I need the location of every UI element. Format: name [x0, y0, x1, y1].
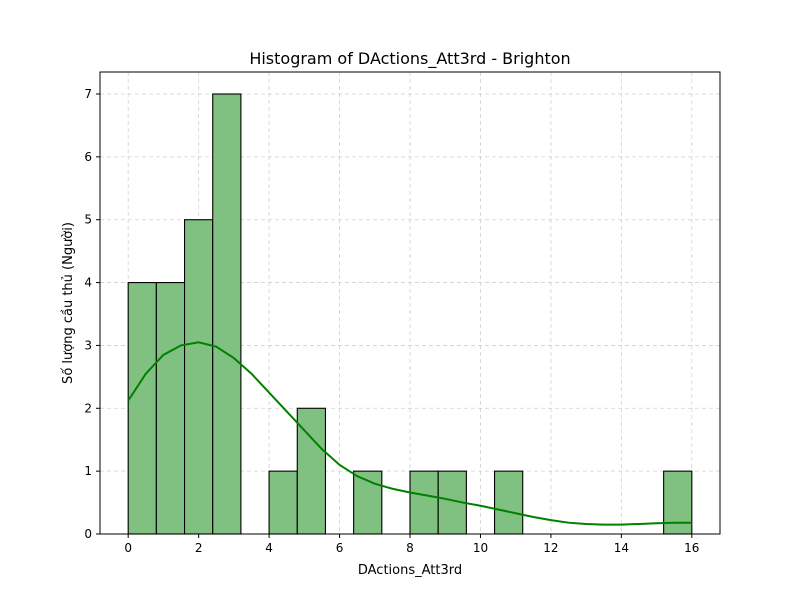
y-axis-ticks: 0 1 2 3 4 5 6 7 — [84, 87, 100, 541]
y-tick-label: 5 — [84, 213, 92, 227]
histogram-bar — [183, 219, 214, 535]
x-tick-label: 12 — [543, 541, 558, 555]
histogram-bar — [663, 470, 693, 535]
x-tick-label: 8 — [406, 541, 414, 555]
x-tick-label: 6 — [336, 541, 344, 555]
y-tick-label: 2 — [84, 401, 92, 415]
x-tick-label: 16 — [684, 541, 699, 555]
x-axis-ticks: 0 2 4 6 8 10 12 14 16 — [124, 534, 699, 555]
histogram-bar — [493, 470, 524, 535]
histogram-bar — [409, 470, 439, 535]
y-tick-label: 7 — [84, 87, 92, 101]
histogram-bar — [127, 282, 157, 535]
x-tick-label: 14 — [614, 541, 629, 555]
y-tick-label: 3 — [84, 338, 92, 352]
kde-curve — [127, 341, 692, 526]
y-tick-label: 1 — [84, 464, 92, 478]
x-tick-label: 0 — [124, 541, 132, 555]
chart-title: Histogram of DActions_Att3rd - Brighton — [249, 49, 570, 69]
x-tick-label: 4 — [265, 541, 273, 555]
y-tick-label: 6 — [84, 150, 92, 164]
y-tick-label: 4 — [84, 276, 92, 290]
x-tick-label: 2 — [195, 541, 203, 555]
histogram-bar — [212, 93, 242, 535]
x-tick-label: 10 — [473, 541, 488, 555]
kde-layer — [127, 341, 692, 526]
y-tick-label: 0 — [84, 527, 92, 541]
y-axis-label: Số lượng cầu thủ (Người) — [61, 222, 76, 384]
x-axis-label: DActions_Att3rd — [358, 563, 462, 578]
histogram-bar — [268, 470, 298, 535]
histogram-bar — [155, 282, 186, 535]
